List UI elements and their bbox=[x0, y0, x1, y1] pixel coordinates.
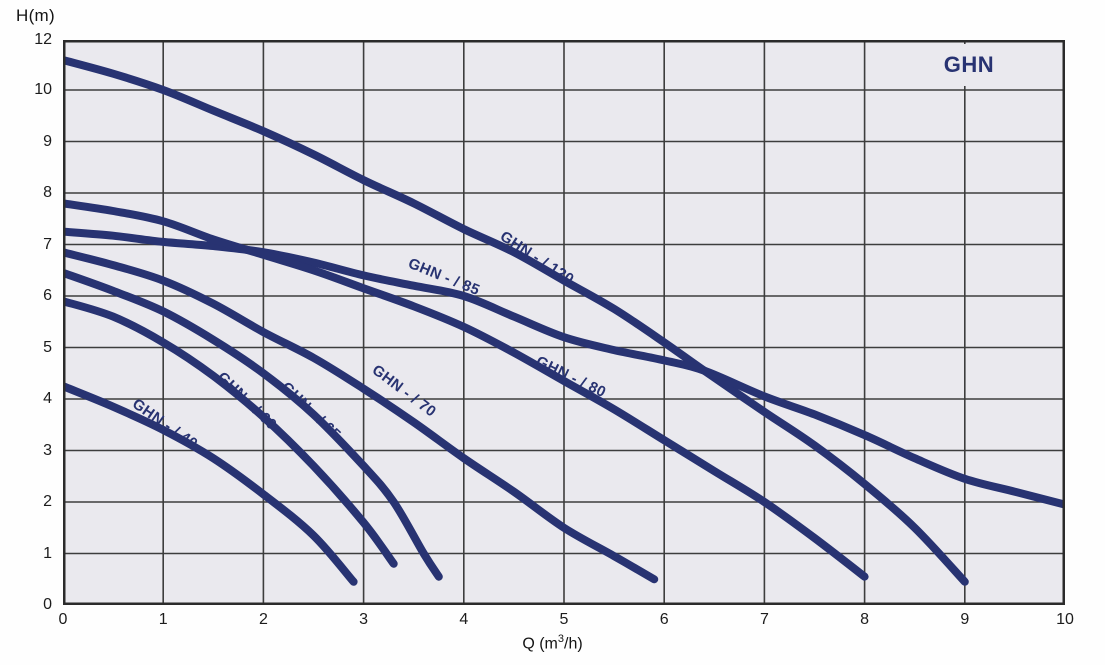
pump-curve-40 bbox=[63, 382, 358, 586]
y-tick-label: 2 bbox=[43, 493, 52, 510]
y-tick-label: 3 bbox=[43, 441, 52, 459]
y-tick-label: 0 bbox=[43, 596, 52, 613]
chart-title-ghn: GHN bbox=[898, 44, 1040, 86]
y-tick-label: 5 bbox=[43, 338, 52, 356]
plot-border bbox=[63, 40, 1065, 605]
curves-canvas bbox=[63, 40, 1065, 605]
y-tick-label: 10 bbox=[34, 81, 52, 98]
y-tick-label: 6 bbox=[43, 287, 52, 304]
y-tick-label: 9 bbox=[43, 132, 52, 150]
x-tick-label: 10 bbox=[1056, 611, 1074, 628]
pump-curve-80 bbox=[63, 199, 869, 581]
x-axis-title-pre: Q (m bbox=[522, 635, 558, 653]
pump-curve-70 bbox=[63, 248, 659, 584]
y-tick-label: 1 bbox=[43, 544, 52, 562]
pump-curve-65 bbox=[63, 268, 443, 581]
x-axis-title-post: /h) bbox=[564, 635, 583, 653]
x-tick-label: 9 bbox=[960, 611, 970, 628]
x-tick-label: 5 bbox=[559, 611, 569, 628]
pump-curve-120 bbox=[63, 56, 969, 586]
x-axis-title: Q (m3/h) bbox=[0, 633, 1105, 653]
y-tick-label: 8 bbox=[43, 184, 52, 201]
x-tick-label: 1 bbox=[158, 611, 168, 628]
x-axis-title-sup: 3 bbox=[557, 633, 564, 645]
x-tick-label: 6 bbox=[659, 611, 669, 628]
plot-area: GHN bbox=[63, 40, 1065, 605]
x-tick-label: 7 bbox=[759, 611, 769, 628]
pump-curve-60 bbox=[63, 297, 398, 568]
x-tick-label: 4 bbox=[459, 611, 469, 628]
x-tick-label: 2 bbox=[258, 611, 268, 628]
y-tick-label: 12 bbox=[34, 31, 52, 48]
y-tick-label: 4 bbox=[43, 390, 52, 407]
x-tick-label: 0 bbox=[58, 611, 68, 628]
y-tick-label: 7 bbox=[43, 235, 52, 253]
y-axis-title: H(m) bbox=[16, 6, 55, 25]
x-tick-label: 3 bbox=[359, 611, 369, 628]
x-tick-label: 8 bbox=[860, 611, 870, 628]
